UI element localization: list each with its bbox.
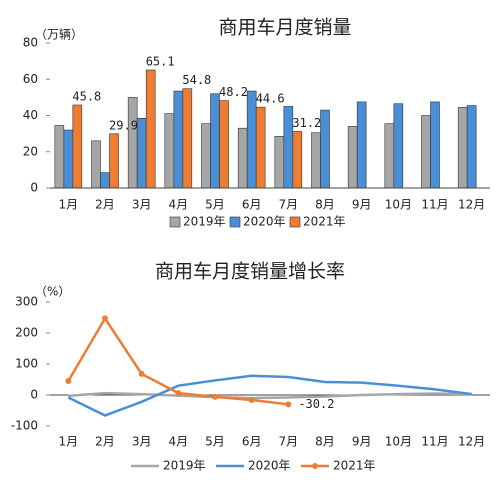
legend-label: 2019年 xyxy=(163,459,206,473)
bar xyxy=(384,123,395,189)
bar xyxy=(164,113,175,189)
y-tick-label: 100 xyxy=(15,357,38,371)
y-tick-label: -100 xyxy=(11,419,38,433)
bar xyxy=(145,69,156,189)
point xyxy=(285,401,292,408)
bar xyxy=(311,132,321,189)
x-tick-label: 10月 xyxy=(385,198,412,212)
point xyxy=(65,378,72,385)
x-tick-label: 3月 xyxy=(132,435,152,449)
bar xyxy=(136,117,147,189)
bar xyxy=(127,97,138,189)
bar xyxy=(91,140,101,189)
bar xyxy=(393,103,404,189)
x-tick-label: 10月 xyxy=(385,435,412,449)
bar xyxy=(201,123,211,189)
y-tick-label: 0 xyxy=(30,388,38,402)
line xyxy=(67,374,472,417)
data-label: 48.2 xyxy=(219,85,248,99)
line xyxy=(68,391,472,400)
bar xyxy=(63,129,74,189)
bar xyxy=(237,127,248,189)
bar xyxy=(466,105,477,189)
x-tick-label: 8月 xyxy=(315,435,335,449)
bar xyxy=(347,126,358,189)
y-tick-label: 40 xyxy=(23,108,38,122)
bar xyxy=(457,107,468,189)
data-label: 54.8 xyxy=(182,73,211,87)
x-tick-label: 6月 xyxy=(242,198,262,212)
legend-label: 2021年 xyxy=(333,459,376,473)
y-tick-label: 0 xyxy=(30,181,38,195)
x-tick-label: 1月 xyxy=(59,198,79,212)
data-label: 45.8 xyxy=(72,89,101,103)
bar xyxy=(430,101,440,189)
x-tick-label: 5月 xyxy=(205,435,225,449)
legend-label: 2020年 xyxy=(248,459,291,473)
x-tick-label: 3月 xyxy=(132,198,152,212)
bar xyxy=(274,136,285,189)
x-tick-label: 8月 xyxy=(315,198,335,212)
x-tick-label: 9月 xyxy=(352,198,372,212)
bar xyxy=(109,133,119,189)
point xyxy=(138,370,145,377)
bar xyxy=(219,100,229,189)
point xyxy=(175,390,182,397)
y-tick-label: 60 xyxy=(23,72,38,86)
unit-label: （%） xyxy=(35,285,70,299)
data-label: 65.1 xyxy=(146,55,175,69)
bar xyxy=(72,104,83,189)
legend-label: 2020年 xyxy=(243,215,286,229)
x-tick-label: 4月 xyxy=(169,435,189,449)
data-label: 29.9 xyxy=(109,118,138,132)
legend-swatch xyxy=(169,216,181,228)
x-tick-label: 9月 xyxy=(352,435,372,449)
unit-label: （万辆） xyxy=(35,28,83,42)
point xyxy=(212,393,218,400)
y-tick-label: 20 xyxy=(23,144,38,158)
bar xyxy=(292,131,303,189)
bar xyxy=(210,93,220,189)
legend-label: 2019年 xyxy=(183,215,226,229)
x-tick-label: 4月 xyxy=(169,198,189,212)
x-tick-label: 6月 xyxy=(242,435,262,449)
bar xyxy=(182,88,193,189)
x-tick-label: 11月 xyxy=(421,198,448,212)
bar xyxy=(100,172,110,189)
legend-label: 2021年 xyxy=(303,215,346,229)
x-tick-label: 7月 xyxy=(279,198,299,212)
bar xyxy=(320,109,330,189)
point xyxy=(248,396,255,403)
x-tick-label: 2月 xyxy=(95,198,115,212)
bar xyxy=(54,125,65,189)
x-tick-label: 12月 xyxy=(458,198,485,212)
data-label: 31.2 xyxy=(292,116,321,130)
legend-swatch xyxy=(312,463,318,469)
chart-title: 商用车月度销量 xyxy=(218,17,351,39)
y-tick-label: 200 xyxy=(15,326,38,340)
data-label: 44.6 xyxy=(256,92,285,106)
bar xyxy=(173,90,184,189)
chart-title: 商用车月度销量增长率 xyxy=(155,261,345,283)
bar xyxy=(421,115,431,189)
data-label: -30.2 xyxy=(298,397,334,411)
x-tick-label: 7月 xyxy=(279,435,299,449)
y-tick-label: 80 xyxy=(23,36,38,50)
legend-swatch xyxy=(289,216,301,228)
x-tick-label: 5月 xyxy=(205,198,225,212)
x-tick-label: 1月 xyxy=(59,435,79,449)
bar xyxy=(255,106,266,189)
bar xyxy=(356,101,367,189)
legend-swatch xyxy=(229,216,241,228)
x-tick-label: 2月 xyxy=(95,435,115,449)
point xyxy=(102,315,108,322)
x-tick-label: 12月 xyxy=(458,435,485,449)
x-tick-label: 11月 xyxy=(421,435,448,449)
y-tick-label: 300 xyxy=(15,295,38,309)
